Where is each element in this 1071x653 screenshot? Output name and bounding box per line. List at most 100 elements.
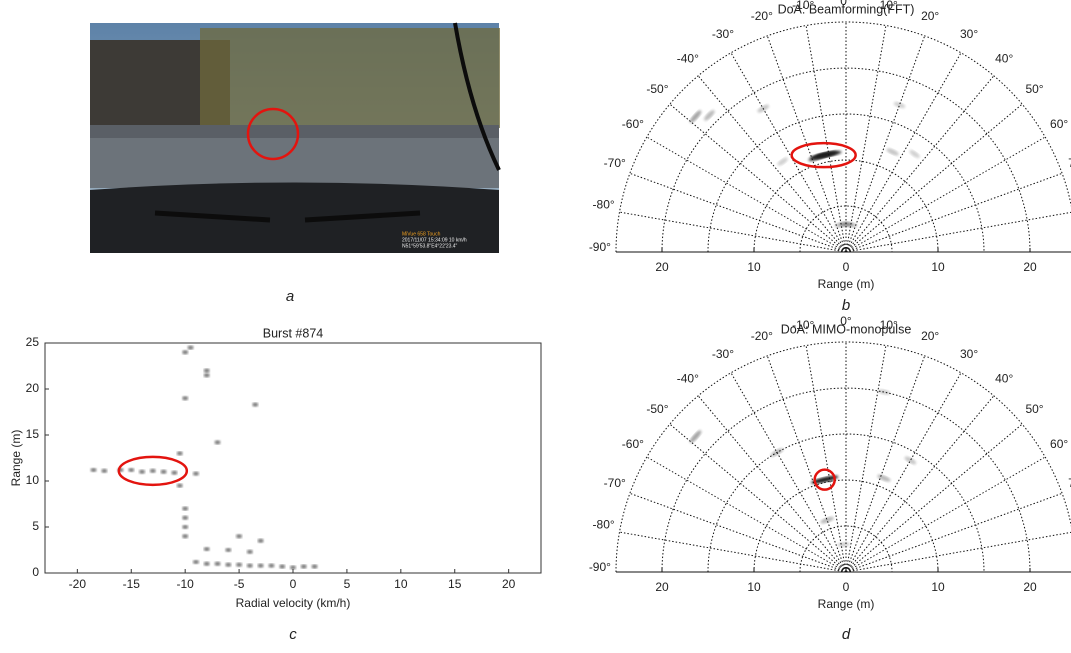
point xyxy=(177,451,183,455)
y-tick-label: 10 xyxy=(26,473,40,487)
point xyxy=(193,560,199,564)
x-axis-label: Range (m) xyxy=(818,597,875,611)
point xyxy=(247,564,253,568)
angle-tick-label: -30° xyxy=(712,27,734,41)
point xyxy=(182,525,188,529)
point xyxy=(161,470,167,474)
angle-tick-label: -50° xyxy=(646,402,668,416)
angle-grid-line xyxy=(846,373,961,572)
x-tick-label: 20 xyxy=(655,580,669,594)
x-tick-label: -5 xyxy=(234,577,245,591)
x-tick-label: 10 xyxy=(931,260,945,274)
point xyxy=(236,534,242,538)
x-axis-label: Range (m) xyxy=(818,277,875,291)
angle-tick-label: 10° xyxy=(880,0,898,12)
angle-tick-label: 0° xyxy=(840,314,852,328)
point xyxy=(258,539,264,543)
angle-grid-line xyxy=(846,53,961,252)
angle-grid-line xyxy=(846,137,1045,252)
point xyxy=(101,469,107,473)
angle-tick-label: 0° xyxy=(840,0,852,8)
point xyxy=(204,547,210,551)
angle-tick-label: -60° xyxy=(622,437,644,451)
angle-grid-line xyxy=(846,457,1045,572)
point xyxy=(279,565,285,569)
angle-tick-label: 30° xyxy=(960,27,978,41)
intensity-blob xyxy=(893,101,906,110)
angle-grid-line xyxy=(846,173,1062,252)
caption: c xyxy=(289,626,297,643)
x-tick-label: 0 xyxy=(843,580,850,594)
photo-overlay: N51°59'53.8"E4°22'23.4" xyxy=(402,243,458,249)
point xyxy=(182,396,188,400)
intensity-blob xyxy=(776,156,789,167)
x-tick-label: 20 xyxy=(1023,260,1037,274)
x-tick-label: 0 xyxy=(290,577,297,591)
point xyxy=(290,565,296,569)
range-ring xyxy=(708,434,984,572)
point xyxy=(268,564,274,568)
x-axis-label: Radial velocity (km/h) xyxy=(236,596,351,610)
x-tick-label: 15 xyxy=(448,577,462,591)
x-tick-label: 20 xyxy=(502,577,516,591)
x-tick-label: -15 xyxy=(123,577,141,591)
intensity-blob xyxy=(837,541,849,547)
point xyxy=(128,468,134,472)
point xyxy=(188,346,194,350)
angle-tick-label: -80° xyxy=(593,197,615,211)
angle-grid-line xyxy=(846,36,925,252)
intensity-blob xyxy=(876,473,891,483)
y-tick-label: 15 xyxy=(26,427,40,441)
intensity-blob xyxy=(908,149,921,160)
plot-area xyxy=(45,343,541,573)
angle-tick-label: -90° xyxy=(589,240,611,254)
angle-grid-line xyxy=(846,396,994,572)
angle-grid-line xyxy=(670,104,846,252)
x-tick-label: -10 xyxy=(177,577,195,591)
y-tick-label: 25 xyxy=(26,335,40,349)
y-tick-label: 5 xyxy=(32,519,39,533)
point xyxy=(150,469,156,473)
intensity-blob xyxy=(878,388,891,395)
x-tick-label: 20 xyxy=(1023,580,1037,594)
point xyxy=(204,373,210,377)
angle-tick-label: 60° xyxy=(1050,437,1068,451)
angle-tick-label: -30° xyxy=(712,347,734,361)
y-tick-label: 20 xyxy=(26,381,40,395)
point xyxy=(215,562,221,566)
angle-tick-label: 60° xyxy=(1050,117,1068,131)
photo-trees xyxy=(200,28,500,128)
x-tick-label: -20 xyxy=(69,577,87,591)
angle-tick-label: -20° xyxy=(751,9,773,23)
angle-grid-line xyxy=(698,396,846,572)
y-axis-label: Range (m) xyxy=(9,430,23,487)
point xyxy=(247,550,253,554)
x-tick-label: 10 xyxy=(747,580,761,594)
angle-tick-label: -50° xyxy=(646,82,668,96)
intensity-blob xyxy=(886,147,900,157)
point xyxy=(182,507,188,511)
angle-tick-label: 20° xyxy=(921,9,939,23)
point xyxy=(204,562,210,566)
angle-tick-label: -70° xyxy=(604,476,626,490)
point xyxy=(182,534,188,538)
angle-tick-label: 40° xyxy=(995,372,1013,386)
point xyxy=(252,403,258,407)
angle-tick-label: 40° xyxy=(995,52,1013,66)
angle-tick-label: -60° xyxy=(622,117,644,131)
angle-tick-label: 20° xyxy=(921,329,939,343)
point xyxy=(301,565,307,569)
angle-tick-label: -80° xyxy=(593,517,615,531)
angle-tick-label: -10° xyxy=(792,318,814,332)
angle-grid-line xyxy=(731,373,846,572)
point xyxy=(312,565,318,569)
point xyxy=(225,548,231,552)
point xyxy=(171,471,177,475)
point xyxy=(193,472,199,476)
angle-grid-line xyxy=(846,493,1062,572)
x-tick-label: 20 xyxy=(655,260,669,274)
point xyxy=(182,350,188,354)
point xyxy=(177,484,183,488)
angle-tick-label: -20° xyxy=(751,329,773,343)
x-tick-label: 10 xyxy=(931,580,945,594)
